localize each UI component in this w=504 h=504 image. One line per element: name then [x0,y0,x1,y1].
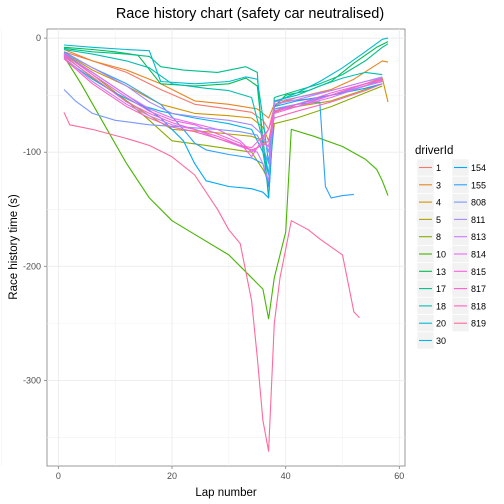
legend-item-10: 10 [416,245,446,263]
legend-label: 10 [436,250,446,260]
legend-label: 811 [471,215,485,225]
legend-item-813: 813 [451,227,486,246]
legend-title: driverId [415,145,453,157]
legend-item-815: 815 [451,262,486,281]
legend-item-811: 811 [451,210,485,229]
legend-label: 818 [471,301,486,311]
grid-major [47,29,405,466]
x-tick-label: 0 [56,471,61,481]
legend-label: 13 [436,267,446,277]
series-line-818 [63,58,383,151]
legend-label: 813 [471,232,486,242]
series-line-17 [63,43,389,188]
series-line-817 [63,55,383,149]
series-line-20 [63,37,389,165]
legend-label: 3 [436,180,441,190]
legend-item-4: 4 [416,193,441,211]
y-tick-label: -300 [23,375,41,385]
x-tick-label: 20 [167,471,177,481]
x-axis-title: Lap number [195,487,257,499]
series-line-819 [63,112,360,452]
legend-label: 17 [436,284,446,294]
y-tick-label: -200 [23,261,41,271]
legend-label: 1 [436,163,441,173]
series-line-10 [63,56,389,320]
y-tick-label: -100 [23,147,41,157]
legend-item-18: 18 [416,297,446,315]
legend-item-13: 13 [416,262,446,281]
legend-label: 819 [471,319,486,329]
legend-label: 155 [471,180,486,190]
y-axis: 0 -100 -200 -300 [23,33,47,385]
legend-label: 5 [436,215,441,225]
legend-item-17: 17 [416,279,446,298]
legend-label: 18 [436,301,446,311]
legend-item-30: 30 [416,331,446,350]
x-tick-label: 40 [281,471,291,481]
legend: driverId 1345810131718203015415580881181… [415,145,486,350]
legend-item-814: 814 [451,245,486,263]
series-line-808 [63,78,383,165]
legend-item-5: 5 [416,210,441,229]
grid-minor [1,29,405,466]
legend-label: 154 [471,163,486,173]
legend-item-20: 20 [416,314,446,333]
plot-panel [46,28,406,467]
legend-label: 30 [436,336,446,346]
legend-label: 8 [436,232,441,242]
legend-label: 814 [471,250,486,260]
legend-label: 4 [436,198,441,208]
x-tick-label: 60 [394,471,404,481]
legend-label: 808 [471,198,486,208]
series-line-811 [63,52,383,153]
legend-item-154: 154 [451,158,486,177]
legend-item-817: 817 [451,279,486,298]
series-line-815 [63,53,383,158]
y-tick-label: 0 [36,33,41,43]
legend-item-818: 818 [451,297,486,315]
series-layer [63,37,389,452]
series-line-155 [63,51,354,199]
legend-label: 20 [436,319,446,329]
x-axis: 0 20 40 60 [56,466,404,481]
legend-item-808: 808 [451,193,486,211]
series-line-3 [63,48,389,119]
legend-item-155: 155 [451,176,486,194]
legend-label: 815 [471,267,486,277]
series-line-18 [63,48,383,176]
legend-item-8: 8 [416,227,441,246]
chart-title: Race history chart (safety car neutralis… [116,6,384,22]
legend-item-3: 3 [416,176,441,194]
legend-label: 817 [471,284,486,294]
legend-item-819: 819 [451,314,486,333]
y-axis-title: Race history time (s) [8,194,20,300]
legend-item-1: 1 [416,158,441,177]
